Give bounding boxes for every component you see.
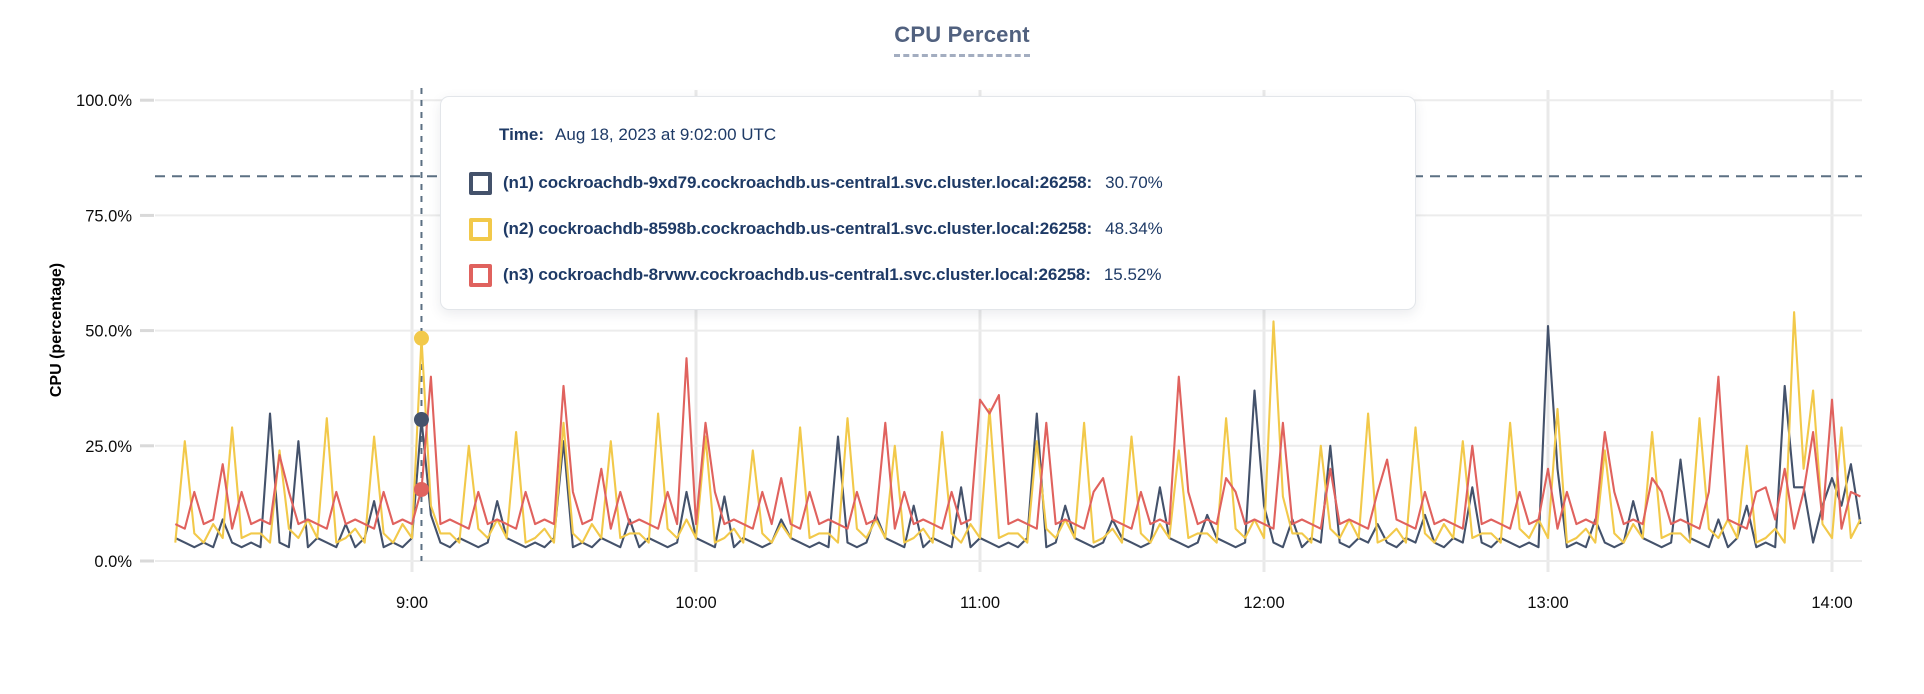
y-tick-label: 25.0% <box>85 438 132 456</box>
y-tick-label: 75.0% <box>85 207 132 225</box>
series-n2-label: (n2) cockroachdb-8598b.cockroachdb.us-ce… <box>503 219 1093 238</box>
x-tick-label: 14:00 <box>1811 594 1852 612</box>
x-tick-label: 13:00 <box>1527 594 1568 612</box>
chart-title-wrap: CPU Percent <box>0 22 1924 57</box>
hover-dot-n3 <box>413 481 429 497</box>
tooltip-time-value: Aug 18, 2023 at 9:02:00 UTC <box>555 125 777 144</box>
tooltip-series-row-n2: (n2) cockroachdb-8598b.cockroachdb.us-ce… <box>469 217 1389 241</box>
y-tick-label: 0.0% <box>94 553 132 571</box>
series-n1-label: (n1) cockroachdb-9xd79.cockroachdb.us-ce… <box>503 173 1093 192</box>
x-tick-label: 10:00 <box>675 594 716 612</box>
x-tick-label: 11:00 <box>960 594 1000 612</box>
hover-dot-n2 <box>413 330 429 346</box>
series-n3-value: 15.52% <box>1103 265 1162 284</box>
tooltip-series-row-n3: (n3) cockroachdb-8rvwv.cockroachdb.us-ce… <box>469 263 1389 287</box>
x-tick-label: 9:00 <box>396 594 428 612</box>
series-line-n3 <box>174 357 1861 530</box>
series-n3-label: (n3) cockroachdb-8rvwv.cockroachdb.us-ce… <box>503 265 1091 284</box>
series-n1-swatch-icon <box>469 171 492 195</box>
y-axis-label: CPU (percentage) <box>48 262 65 398</box>
series-n3-swatch-icon <box>469 263 492 287</box>
series-line-n1 <box>174 324 1862 549</box>
y-tick-label: 50.0% <box>85 323 132 341</box>
y-tick-label: 100.0% <box>76 92 132 110</box>
x-tick-label: 12:00 <box>1243 594 1284 612</box>
tooltip-time-row: Time: Aug 18, 2023 at 9:02:00 UTC <box>499 123 1389 147</box>
series-n2-swatch-icon <box>469 217 492 241</box>
hover-dot-n1 <box>413 412 429 428</box>
series-line-n2 <box>174 311 1862 544</box>
tooltip-time-label: Time: <box>499 125 545 144</box>
series-n1-value: 30.70% <box>1105 173 1163 192</box>
series-n2-value: 48.34% <box>1105 219 1163 238</box>
tooltip-series-row-n1: (n1) cockroachdb-9xd79.cockroachdb.us-ce… <box>469 171 1389 195</box>
chart-hover-tooltip: Time: Aug 18, 2023 at 9:02:00 UTC (n1) c… <box>440 96 1416 310</box>
chart-title: CPU Percent <box>894 22 1030 57</box>
